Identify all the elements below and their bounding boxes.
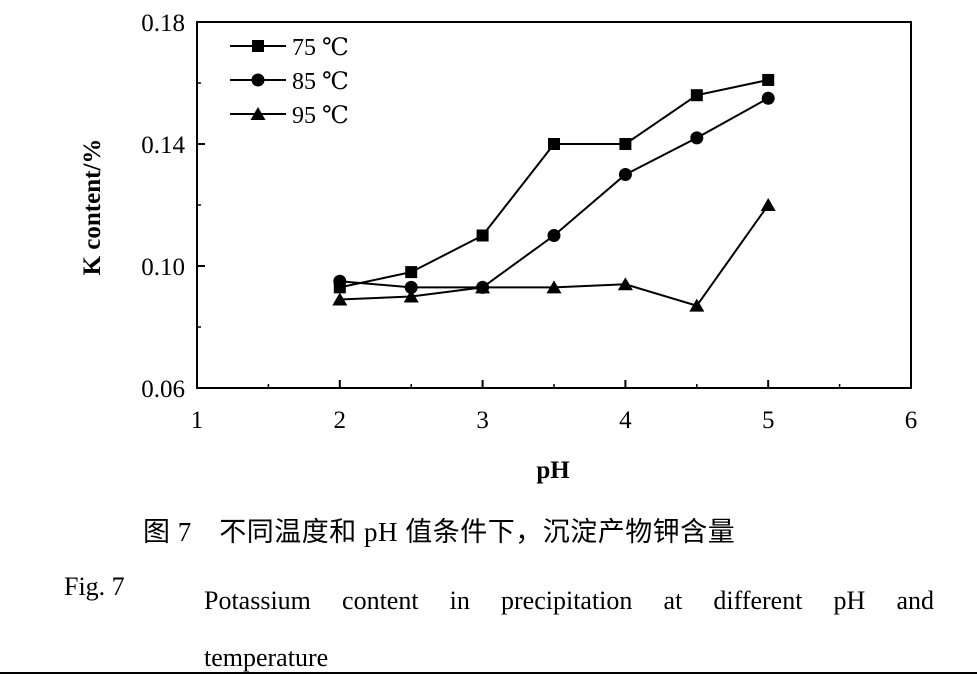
legend-label: 85 ℃ [292,69,349,95]
y-tick-label: 0.14 [141,132,185,159]
y-tick-label: 0.10 [141,254,185,281]
series-3-point [689,298,705,312]
series-3-point [546,280,562,294]
legend-label: 95 ℃ [292,103,349,129]
series-1-point [619,138,632,150]
series-1-point [548,138,560,150]
legend-label: 75 ℃ [292,35,349,61]
legend-marker [251,73,265,87]
figure-caption-chinese: 图 7 不同温度和 pH 值条件下，沉淀产物钾含量 [143,517,736,547]
series-3-point [332,292,348,306]
series-3-point [475,280,491,294]
y-axis-title: K content/% [79,139,106,276]
figure-caption-label: Fig. 7 [64,572,125,601]
series-2-point [761,91,775,105]
series-3-point [617,277,633,291]
line-chart: 1 2 3 4 5 6 0.06 0.10 0.14 0.18 pH K content/% 75 ℃ 8… [79,10,918,484]
series-2-line [339,97,769,289]
x-tick-label: 4 [619,407,632,434]
x-axis-title: pH [536,457,570,484]
series-2-point [618,168,632,181]
series-2-point [690,131,704,145]
x-tick-label: 1 [191,407,204,434]
series-3-point [403,289,419,303]
figure-caption-english: Potassium content in precipitation at di… [204,586,934,672]
series-2-point [547,229,561,242]
series-2-point [404,280,418,294]
series-2-point [333,274,347,288]
series-1-point [405,266,418,279]
legend-marker [250,107,266,120]
series-1-line [339,78,769,289]
series-3-point [760,198,776,211]
y-tick-label: 0.18 [141,10,185,37]
series-1-point [690,89,703,102]
series-1-point [762,73,775,86]
bottom-rule [0,672,977,674]
legend-marker [252,40,264,52]
y-tick-label: 0.06 [141,376,185,403]
series-1-point [476,229,489,242]
x-tick-label: 3 [476,407,489,434]
x-tick-label: 5 [762,407,775,434]
x-tick-label: 2 [334,407,347,434]
x-tick-label: 6 [905,407,918,434]
